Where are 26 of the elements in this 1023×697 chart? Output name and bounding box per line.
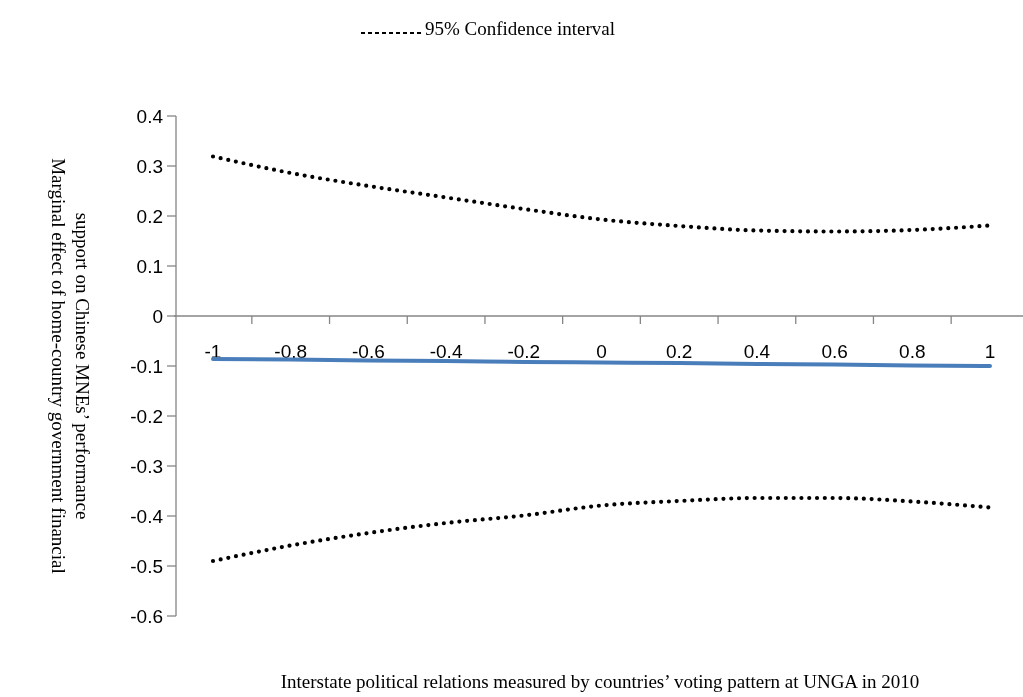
y-tick-label: 0.4 xyxy=(136,105,164,127)
x-tick-label: -0.2 xyxy=(507,341,541,362)
y-tick-label: 0.3 xyxy=(136,155,163,177)
y-axis-title: Marginal effect of home-country government financial support on Chinese MNEs’ performance xyxy=(48,158,93,574)
y-tick-label: -0.6 xyxy=(130,605,163,627)
y-tick-label: -0.1 xyxy=(130,355,163,377)
line-series xyxy=(211,357,992,368)
x-tick-label: 0.6 xyxy=(821,341,848,362)
y-tick-label: -0.4 xyxy=(130,505,164,527)
y-tick-label: -0.3 xyxy=(130,455,163,477)
y-tick-label: 0 xyxy=(152,305,163,327)
y-tick-label: 0.2 xyxy=(136,205,163,227)
x-tick-label: -0.4 xyxy=(429,341,463,362)
x-tick-label: 0 xyxy=(596,341,607,362)
x-axis-title: Interstate political relations measured by countries’ voting pattern at UNGA in 2010 xyxy=(280,671,920,692)
x-tick-label: 0.4 xyxy=(743,341,771,362)
x-tick-label: -0.6 xyxy=(352,341,385,362)
legend-label: 95% Confidence interval xyxy=(425,17,615,39)
y-tick-label: 0.1 xyxy=(136,255,163,277)
y-tick-label: -0.2 xyxy=(130,405,163,427)
x-tick-label: 0.2 xyxy=(665,341,693,362)
x-tick-label: 0.8 xyxy=(899,341,926,362)
x-tick-label: -0.8 xyxy=(274,341,308,362)
line-series xyxy=(210,495,993,564)
x-tick-label: 1 xyxy=(984,341,996,362)
y-tick-label: -0.5 xyxy=(130,555,163,577)
